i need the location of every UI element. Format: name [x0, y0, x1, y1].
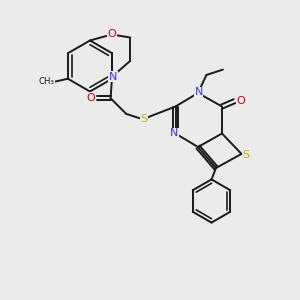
Text: S: S: [141, 114, 148, 124]
Text: N: N: [109, 72, 117, 82]
Text: O: O: [108, 29, 117, 39]
Text: N: N: [170, 128, 178, 139]
Text: O: O: [87, 93, 95, 103]
Text: S: S: [242, 150, 250, 161]
Text: O: O: [236, 96, 245, 106]
Text: CH₃: CH₃: [38, 77, 54, 86]
Text: N: N: [194, 87, 203, 98]
